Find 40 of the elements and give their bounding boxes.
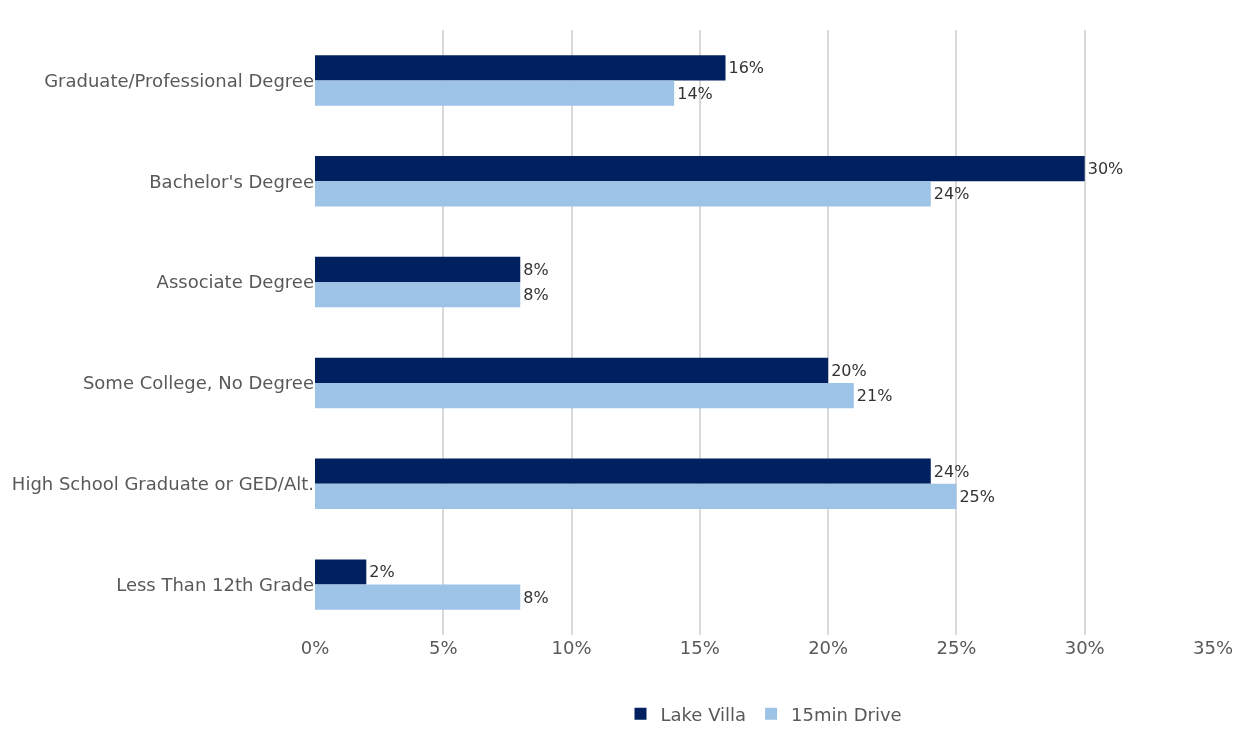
x-tick-label: 25% [936,637,977,658]
y-tick-label: Bachelor's Degree [149,170,314,192]
x-tick-label: 20% [808,637,849,658]
x-tick-label: 15% [679,637,720,658]
y-tick-label: Associate Degree [156,271,314,293]
y-tick-label: High School Graduate or GED/Alt. [11,473,314,495]
legend-label: 15min Drive [791,703,902,725]
data-label: 30% [1087,159,1124,179]
data-label: 16% [728,58,765,78]
bar [315,256,521,283]
bar [315,181,931,207]
bar [315,458,931,484]
data-label: 8% [523,285,549,305]
y-tick-label: Some College, No Degree [82,372,314,394]
bar [315,483,957,509]
bar [315,382,854,409]
legend-label: Lake Villa [660,703,747,725]
x-tick-label: 0% [300,637,330,658]
x-tick-label: 35% [1192,637,1234,658]
data-label: 21% [856,386,893,406]
data-label: 24% [933,461,970,481]
data-label: 8% [523,259,549,279]
x-tick-label: 10% [551,637,592,658]
bar [315,55,726,81]
bar [315,282,521,308]
data-label: 14% [677,83,713,103]
bar [315,156,1085,182]
bar [315,80,675,106]
x-tick-label: 30% [1064,637,1105,658]
data-label: 8% [523,587,549,607]
data-label: 20% [831,360,867,380]
bar [315,584,521,610]
data-label: 25% [959,486,995,506]
x-tick-label: 5% [429,637,458,658]
bar [315,357,829,383]
y-tick-label: Less Than 12th Grade [116,573,314,595]
data-label: 24% [933,184,970,204]
y-tick-label: Graduate/Professional Degree [44,69,314,91]
data-label: 2% [369,562,395,582]
bar [315,559,367,585]
